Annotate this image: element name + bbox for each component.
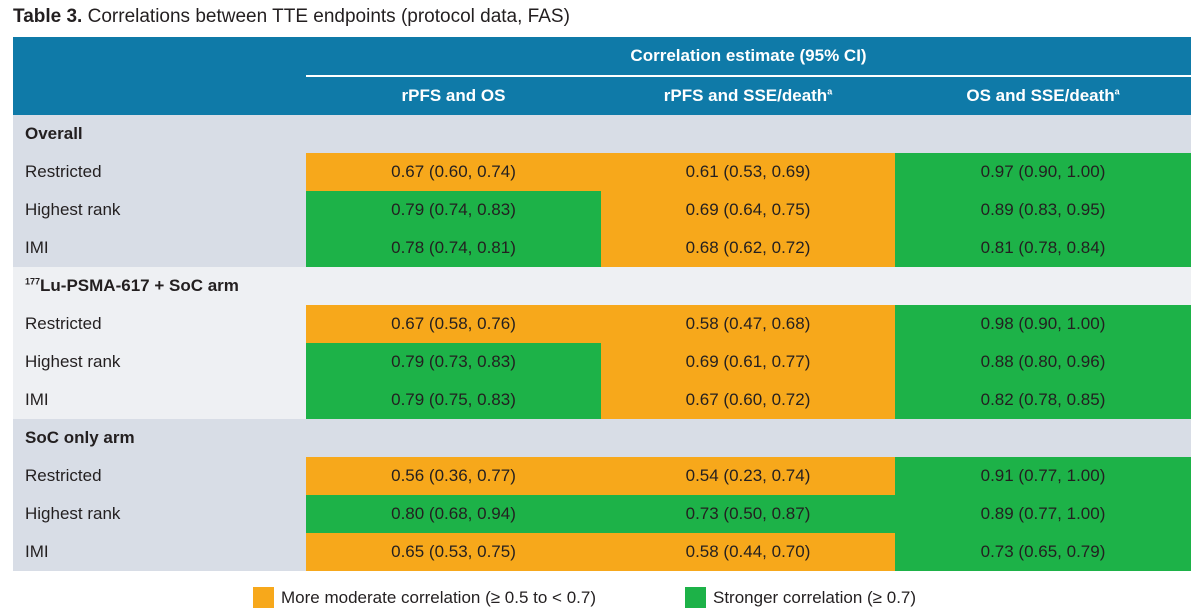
table-cell: 0.89 (0.83, 0.95) bbox=[895, 191, 1192, 229]
table-cell: 0.79 (0.75, 0.83) bbox=[306, 381, 601, 419]
table-row: IMI 0.78 (0.74, 0.81) 0.68 (0.62, 0.72) … bbox=[13, 229, 1192, 267]
row-label: IMI bbox=[13, 533, 306, 571]
table-cell: 0.68 (0.62, 0.72) bbox=[601, 229, 895, 267]
column-header-rpfs-os: rPFS and OS bbox=[306, 75, 601, 115]
legend-swatch-stronger bbox=[685, 587, 706, 608]
row-label: IMI bbox=[13, 381, 306, 419]
table-row: Highest rank 0.80 (0.68, 0.94) 0.73 (0.5… bbox=[13, 495, 1192, 533]
legend: More moderate correlation (≥ 0.5 to < 0.… bbox=[0, 587, 1200, 611]
table-cell: 0.73 (0.65, 0.79) bbox=[895, 533, 1192, 571]
group-title: SoC only arm bbox=[13, 419, 1192, 457]
row-label: Restricted bbox=[13, 153, 306, 191]
group-title: 177Lu-PSMA-617 + SoC arm bbox=[13, 267, 1192, 305]
table-body: Overall Restricted 0.67 (0.60, 0.74) 0.6… bbox=[13, 115, 1192, 571]
header-group-title: Correlation estimate (95% CI) bbox=[306, 37, 1192, 76]
table-cell: 0.73 (0.50, 0.87) bbox=[601, 495, 895, 533]
row-label: Restricted bbox=[13, 305, 306, 343]
header-blank-cell bbox=[13, 37, 306, 76]
column-header-rpfs-sse: rPFS and SSE/deatha bbox=[601, 75, 895, 115]
header-blank-cell bbox=[13, 76, 306, 115]
table-caption: Table 3. Correlations between TTE endpoi… bbox=[13, 6, 570, 28]
table-cell: 0.58 (0.47, 0.68) bbox=[601, 305, 895, 343]
table-cell: 0.54 (0.23, 0.74) bbox=[601, 457, 895, 495]
group-header-row: Overall bbox=[13, 115, 1192, 153]
table-cell: 0.79 (0.74, 0.83) bbox=[306, 191, 601, 229]
table-row: Highest rank 0.79 (0.73, 0.83) 0.69 (0.6… bbox=[13, 343, 1192, 381]
caption-label: Table 3. bbox=[13, 6, 83, 27]
table-cell: 0.58 (0.44, 0.70) bbox=[601, 533, 895, 571]
table-cell: 0.69 (0.64, 0.75) bbox=[601, 191, 895, 229]
table-cell: 0.97 (0.90, 1.00) bbox=[895, 153, 1192, 191]
row-label: IMI bbox=[13, 229, 306, 267]
table-cell: 0.79 (0.73, 0.83) bbox=[306, 343, 601, 381]
table-cell: 0.80 (0.68, 0.94) bbox=[306, 495, 601, 533]
table-cell: 0.65 (0.53, 0.75) bbox=[306, 533, 601, 571]
caption-text: Correlations between TTE endpoints (prot… bbox=[87, 6, 570, 27]
group-header-row: 177Lu-PSMA-617 + SoC arm bbox=[13, 267, 1192, 305]
row-label: Restricted bbox=[13, 457, 306, 495]
table-row: Restricted 0.67 (0.58, 0.76) 0.58 (0.47,… bbox=[13, 305, 1192, 343]
legend-label-moderate: More moderate correlation (≥ 0.5 to < 0.… bbox=[281, 588, 597, 607]
legend-label-stronger: Stronger correlation (≥ 0.7) bbox=[713, 588, 917, 607]
table-cell: 0.88 (0.80, 0.96) bbox=[895, 343, 1192, 381]
table-cell: 0.98 (0.90, 1.00) bbox=[895, 305, 1192, 343]
group-header-row: SoC only arm bbox=[13, 419, 1192, 457]
table-cell: 0.56 (0.36, 0.77) bbox=[306, 457, 601, 495]
table-row: Restricted 0.56 (0.36, 0.77) 0.54 (0.23,… bbox=[13, 457, 1192, 495]
correlation-table: Correlation estimate (95% CI) rPFS and O… bbox=[13, 37, 1192, 571]
table-cell: 0.81 (0.78, 0.84) bbox=[895, 229, 1192, 267]
table-row: Highest rank 0.79 (0.74, 0.83) 0.69 (0.6… bbox=[13, 191, 1192, 229]
table-cell: 0.91 (0.77, 1.00) bbox=[895, 457, 1192, 495]
table-cell: 0.89 (0.77, 1.00) bbox=[895, 495, 1192, 533]
table-cell: 0.67 (0.60, 0.72) bbox=[601, 381, 895, 419]
legend-swatch-moderate bbox=[253, 587, 274, 608]
table-row: IMI 0.65 (0.53, 0.75) 0.58 (0.44, 0.70) … bbox=[13, 533, 1192, 571]
table-cell: 0.78 (0.74, 0.81) bbox=[306, 229, 601, 267]
group-title: Overall bbox=[13, 115, 1192, 153]
table-cell: 0.61 (0.53, 0.69) bbox=[601, 153, 895, 191]
table-cell: 0.69 (0.61, 0.77) bbox=[601, 343, 895, 381]
row-label: Highest rank bbox=[13, 343, 306, 381]
table-row: IMI 0.79 (0.75, 0.83) 0.67 (0.60, 0.72) … bbox=[13, 381, 1192, 419]
table-cell: 0.67 (0.60, 0.74) bbox=[306, 153, 601, 191]
row-label: Highest rank bbox=[13, 191, 306, 229]
row-label: Highest rank bbox=[13, 495, 306, 533]
column-header-os-sse: OS and SSE/deatha bbox=[895, 75, 1192, 115]
table-cell: 0.82 (0.78, 0.85) bbox=[895, 381, 1192, 419]
header-row-group: Correlation estimate (95% CI) bbox=[13, 37, 1192, 76]
header-row-columns: rPFS and OS rPFS and SSE/deatha OS and S… bbox=[13, 75, 1192, 115]
table-row: Restricted 0.67 (0.60, 0.74) 0.61 (0.53,… bbox=[13, 153, 1192, 191]
table-cell: 0.67 (0.58, 0.76) bbox=[306, 305, 601, 343]
